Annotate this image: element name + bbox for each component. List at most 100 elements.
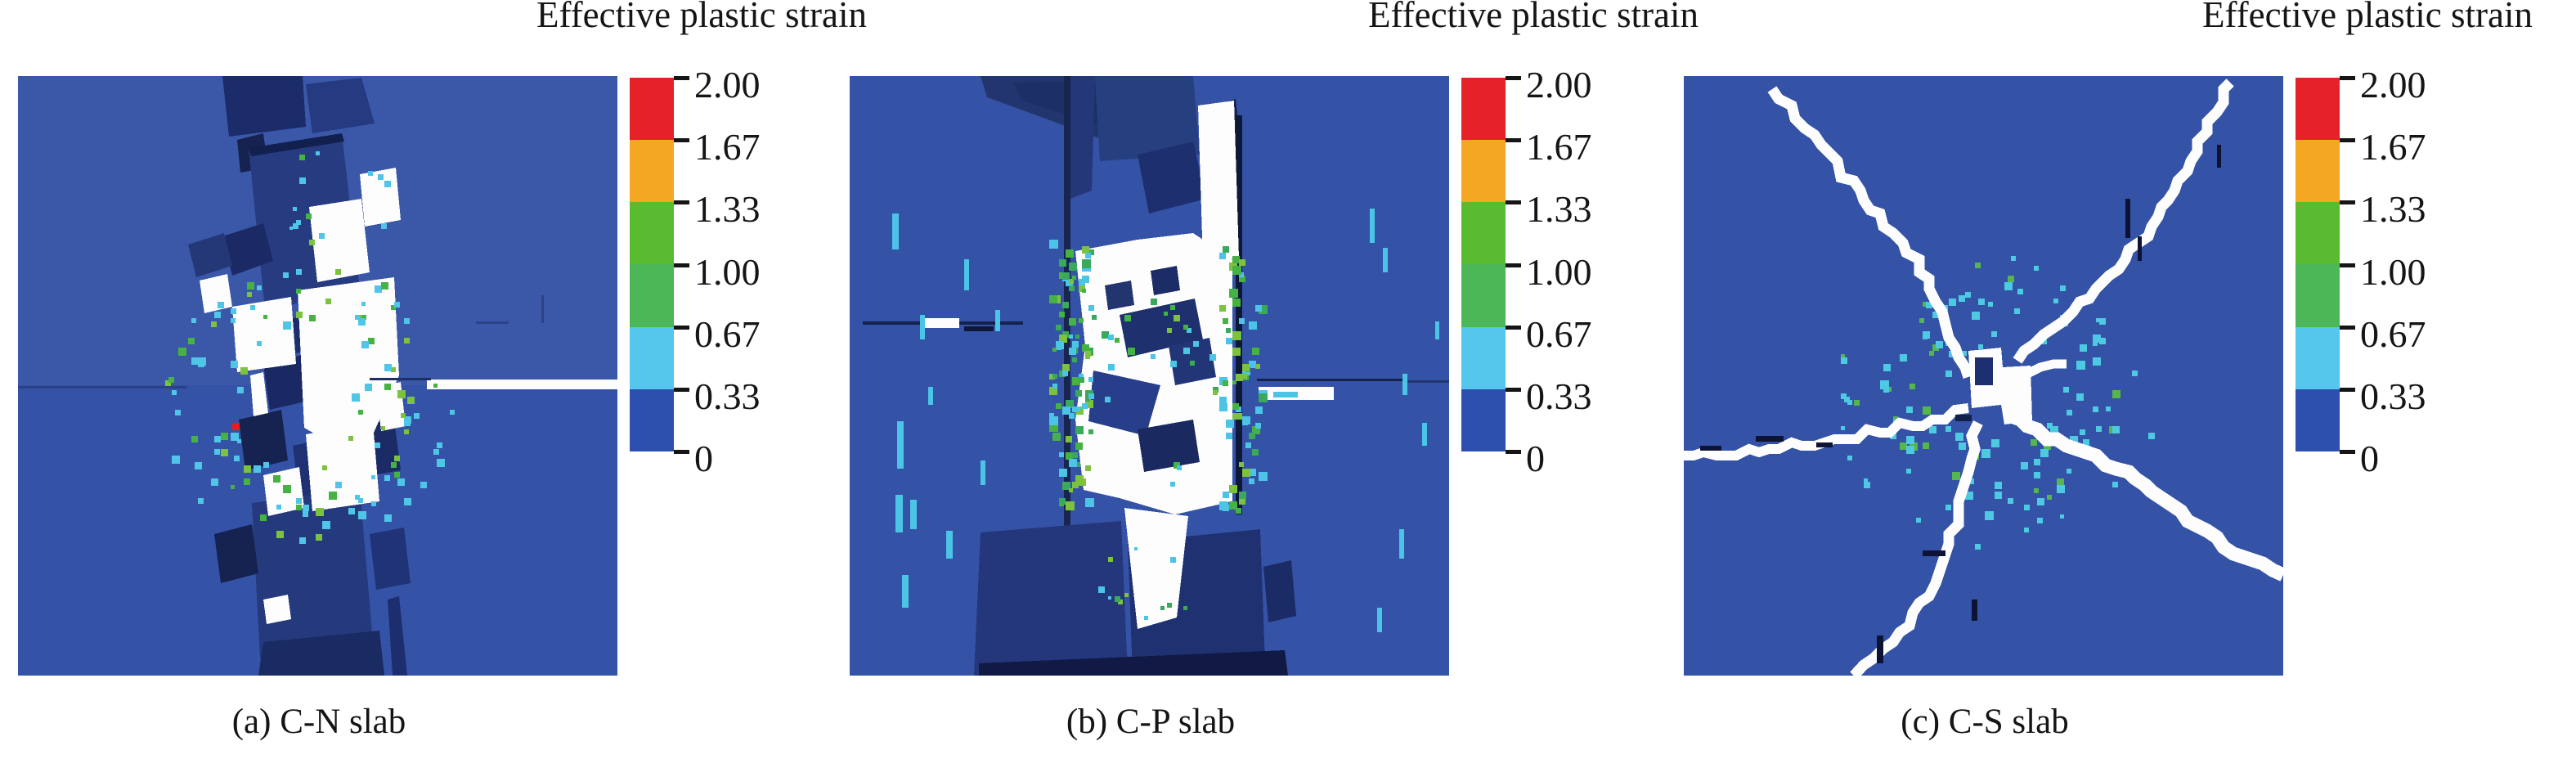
speckle xyxy=(1108,335,1114,340)
speckle xyxy=(433,449,439,455)
speckle xyxy=(2011,256,2016,261)
speckle xyxy=(1249,433,1255,439)
speckle xyxy=(257,341,262,346)
colorbar-tick xyxy=(1506,263,1521,267)
speckle xyxy=(1062,406,1070,415)
speckle xyxy=(1079,377,1084,383)
speckle xyxy=(1085,253,1091,258)
speckle xyxy=(1049,295,1057,303)
speckle xyxy=(1239,318,1245,324)
speckle xyxy=(1082,403,1088,409)
crack-line xyxy=(1767,86,1974,380)
colorbar-segment xyxy=(630,202,674,265)
speckle xyxy=(1085,400,1093,408)
speckle xyxy=(195,462,202,469)
speckle xyxy=(296,498,302,504)
colorbar-tick xyxy=(674,387,689,392)
speckle xyxy=(1082,259,1091,268)
colorbar-segment xyxy=(1461,202,1506,265)
speckle xyxy=(2076,393,2084,401)
speckle xyxy=(1232,266,1241,275)
speckle xyxy=(211,478,218,486)
speckle xyxy=(1975,544,1981,550)
speckle xyxy=(335,482,342,488)
speckle xyxy=(2093,406,2098,412)
speckle xyxy=(1088,305,1094,311)
speckle xyxy=(1906,469,1911,474)
speckle xyxy=(2080,344,2087,352)
speckle xyxy=(1209,354,1216,361)
speckle xyxy=(1108,596,1111,600)
speckle xyxy=(2096,426,2102,432)
speckle xyxy=(1900,354,1907,362)
speckle xyxy=(1066,400,1074,408)
speckle xyxy=(1255,305,1262,312)
speckle xyxy=(244,465,251,473)
scattered-dashes xyxy=(892,209,1439,632)
speckle xyxy=(437,442,442,448)
speckle xyxy=(1075,462,1080,467)
speckle xyxy=(172,456,180,464)
speckle xyxy=(371,475,375,479)
speckle xyxy=(1981,449,1990,458)
speckle xyxy=(309,315,316,321)
colorbar-tick xyxy=(674,200,689,205)
speckle xyxy=(1219,397,1227,404)
colorbar-tick-label: 1.67 xyxy=(1526,126,1592,168)
colorbar-tick xyxy=(1506,138,1521,143)
speckle xyxy=(1259,393,1268,402)
speckle xyxy=(352,393,360,402)
speckle xyxy=(384,364,392,371)
speckle xyxy=(1226,420,1234,428)
speckle xyxy=(1144,616,1148,620)
speckle xyxy=(2004,282,2013,290)
speckle xyxy=(232,423,240,430)
speckle xyxy=(1174,315,1180,321)
speckle xyxy=(1049,240,1058,249)
speckle xyxy=(1906,436,1914,444)
speckle xyxy=(168,377,174,383)
speckle xyxy=(1949,299,1956,306)
speckle xyxy=(1239,259,1245,266)
speckle xyxy=(1952,472,1960,480)
colorbar-tick-label: 1.00 xyxy=(694,250,761,293)
speckle xyxy=(1049,413,1054,418)
colorbar-segment xyxy=(2296,78,2340,141)
speckle xyxy=(1968,478,1974,484)
speckle xyxy=(325,299,331,304)
speckle xyxy=(2067,469,2071,474)
colorbar-tick xyxy=(1506,325,1521,330)
speckle xyxy=(2017,289,2023,294)
speckle xyxy=(296,312,303,318)
speckle xyxy=(322,521,330,529)
colorbar-segment xyxy=(2296,326,2340,389)
speckle xyxy=(1972,312,1980,320)
speckle-cluster xyxy=(165,151,455,544)
speckle xyxy=(1223,492,1229,498)
speckle xyxy=(273,475,280,483)
speckle xyxy=(1082,276,1089,283)
speckle xyxy=(1069,488,1073,492)
speckle xyxy=(1219,501,1228,510)
speckle xyxy=(247,292,252,297)
colorbar-tick xyxy=(2340,200,2355,205)
colorbar-tick-label: 2.00 xyxy=(694,64,761,106)
speckle xyxy=(1955,433,1963,441)
speckle xyxy=(2034,488,2039,493)
speckle xyxy=(1066,436,1072,442)
speckle xyxy=(401,413,406,418)
speckle xyxy=(276,531,284,538)
speckle xyxy=(2008,276,2014,282)
speckle xyxy=(1252,348,1259,355)
speckle xyxy=(1069,285,1075,291)
colorbar-tick xyxy=(2340,387,2355,392)
speckle xyxy=(1059,498,1066,505)
speckle xyxy=(319,233,325,239)
speckle xyxy=(1245,442,1251,448)
speckle xyxy=(335,269,341,275)
speckle xyxy=(361,302,366,306)
colorbar-tick-label: 0.33 xyxy=(2360,375,2426,417)
colorbar-tick xyxy=(1506,200,1521,205)
speckle xyxy=(1226,338,1232,344)
speckle xyxy=(188,338,195,344)
